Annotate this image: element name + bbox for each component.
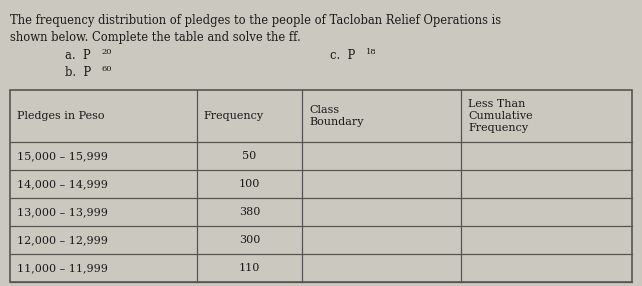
- Bar: [10, 90, 632, 282]
- Text: 14,000 – 14,999: 14,000 – 14,999: [17, 179, 108, 189]
- Text: 15,000 – 15,999: 15,000 – 15,999: [17, 151, 108, 161]
- Text: b.  P: b. P: [65, 66, 91, 79]
- Text: 18: 18: [366, 48, 377, 56]
- Text: c.  P: c. P: [330, 49, 355, 62]
- Text: 12,000 – 12,999: 12,000 – 12,999: [17, 235, 108, 245]
- Text: 300: 300: [239, 235, 260, 245]
- Text: Class
Boundary: Class Boundary: [309, 105, 364, 127]
- Text: Pledges in Peso: Pledges in Peso: [17, 111, 105, 121]
- Text: 100: 100: [239, 179, 260, 189]
- Text: 20: 20: [101, 48, 112, 56]
- Text: a.  P: a. P: [65, 49, 91, 62]
- Text: 380: 380: [239, 207, 260, 217]
- Text: The frequency distribution of pledges to the people of Tacloban Relief Operation: The frequency distribution of pledges to…: [10, 14, 501, 27]
- Text: 60: 60: [101, 65, 112, 73]
- Text: shown below. Complete the table and solve the ff.: shown below. Complete the table and solv…: [10, 31, 300, 44]
- Text: 11,000 – 11,999: 11,000 – 11,999: [17, 263, 108, 273]
- Text: 110: 110: [239, 263, 260, 273]
- Text: Frequency: Frequency: [204, 111, 264, 121]
- Text: Less Than
Cumulative
Frequency: Less Than Cumulative Frequency: [468, 99, 533, 133]
- Text: 50: 50: [242, 151, 257, 161]
- Text: 13,000 – 13,999: 13,000 – 13,999: [17, 207, 108, 217]
